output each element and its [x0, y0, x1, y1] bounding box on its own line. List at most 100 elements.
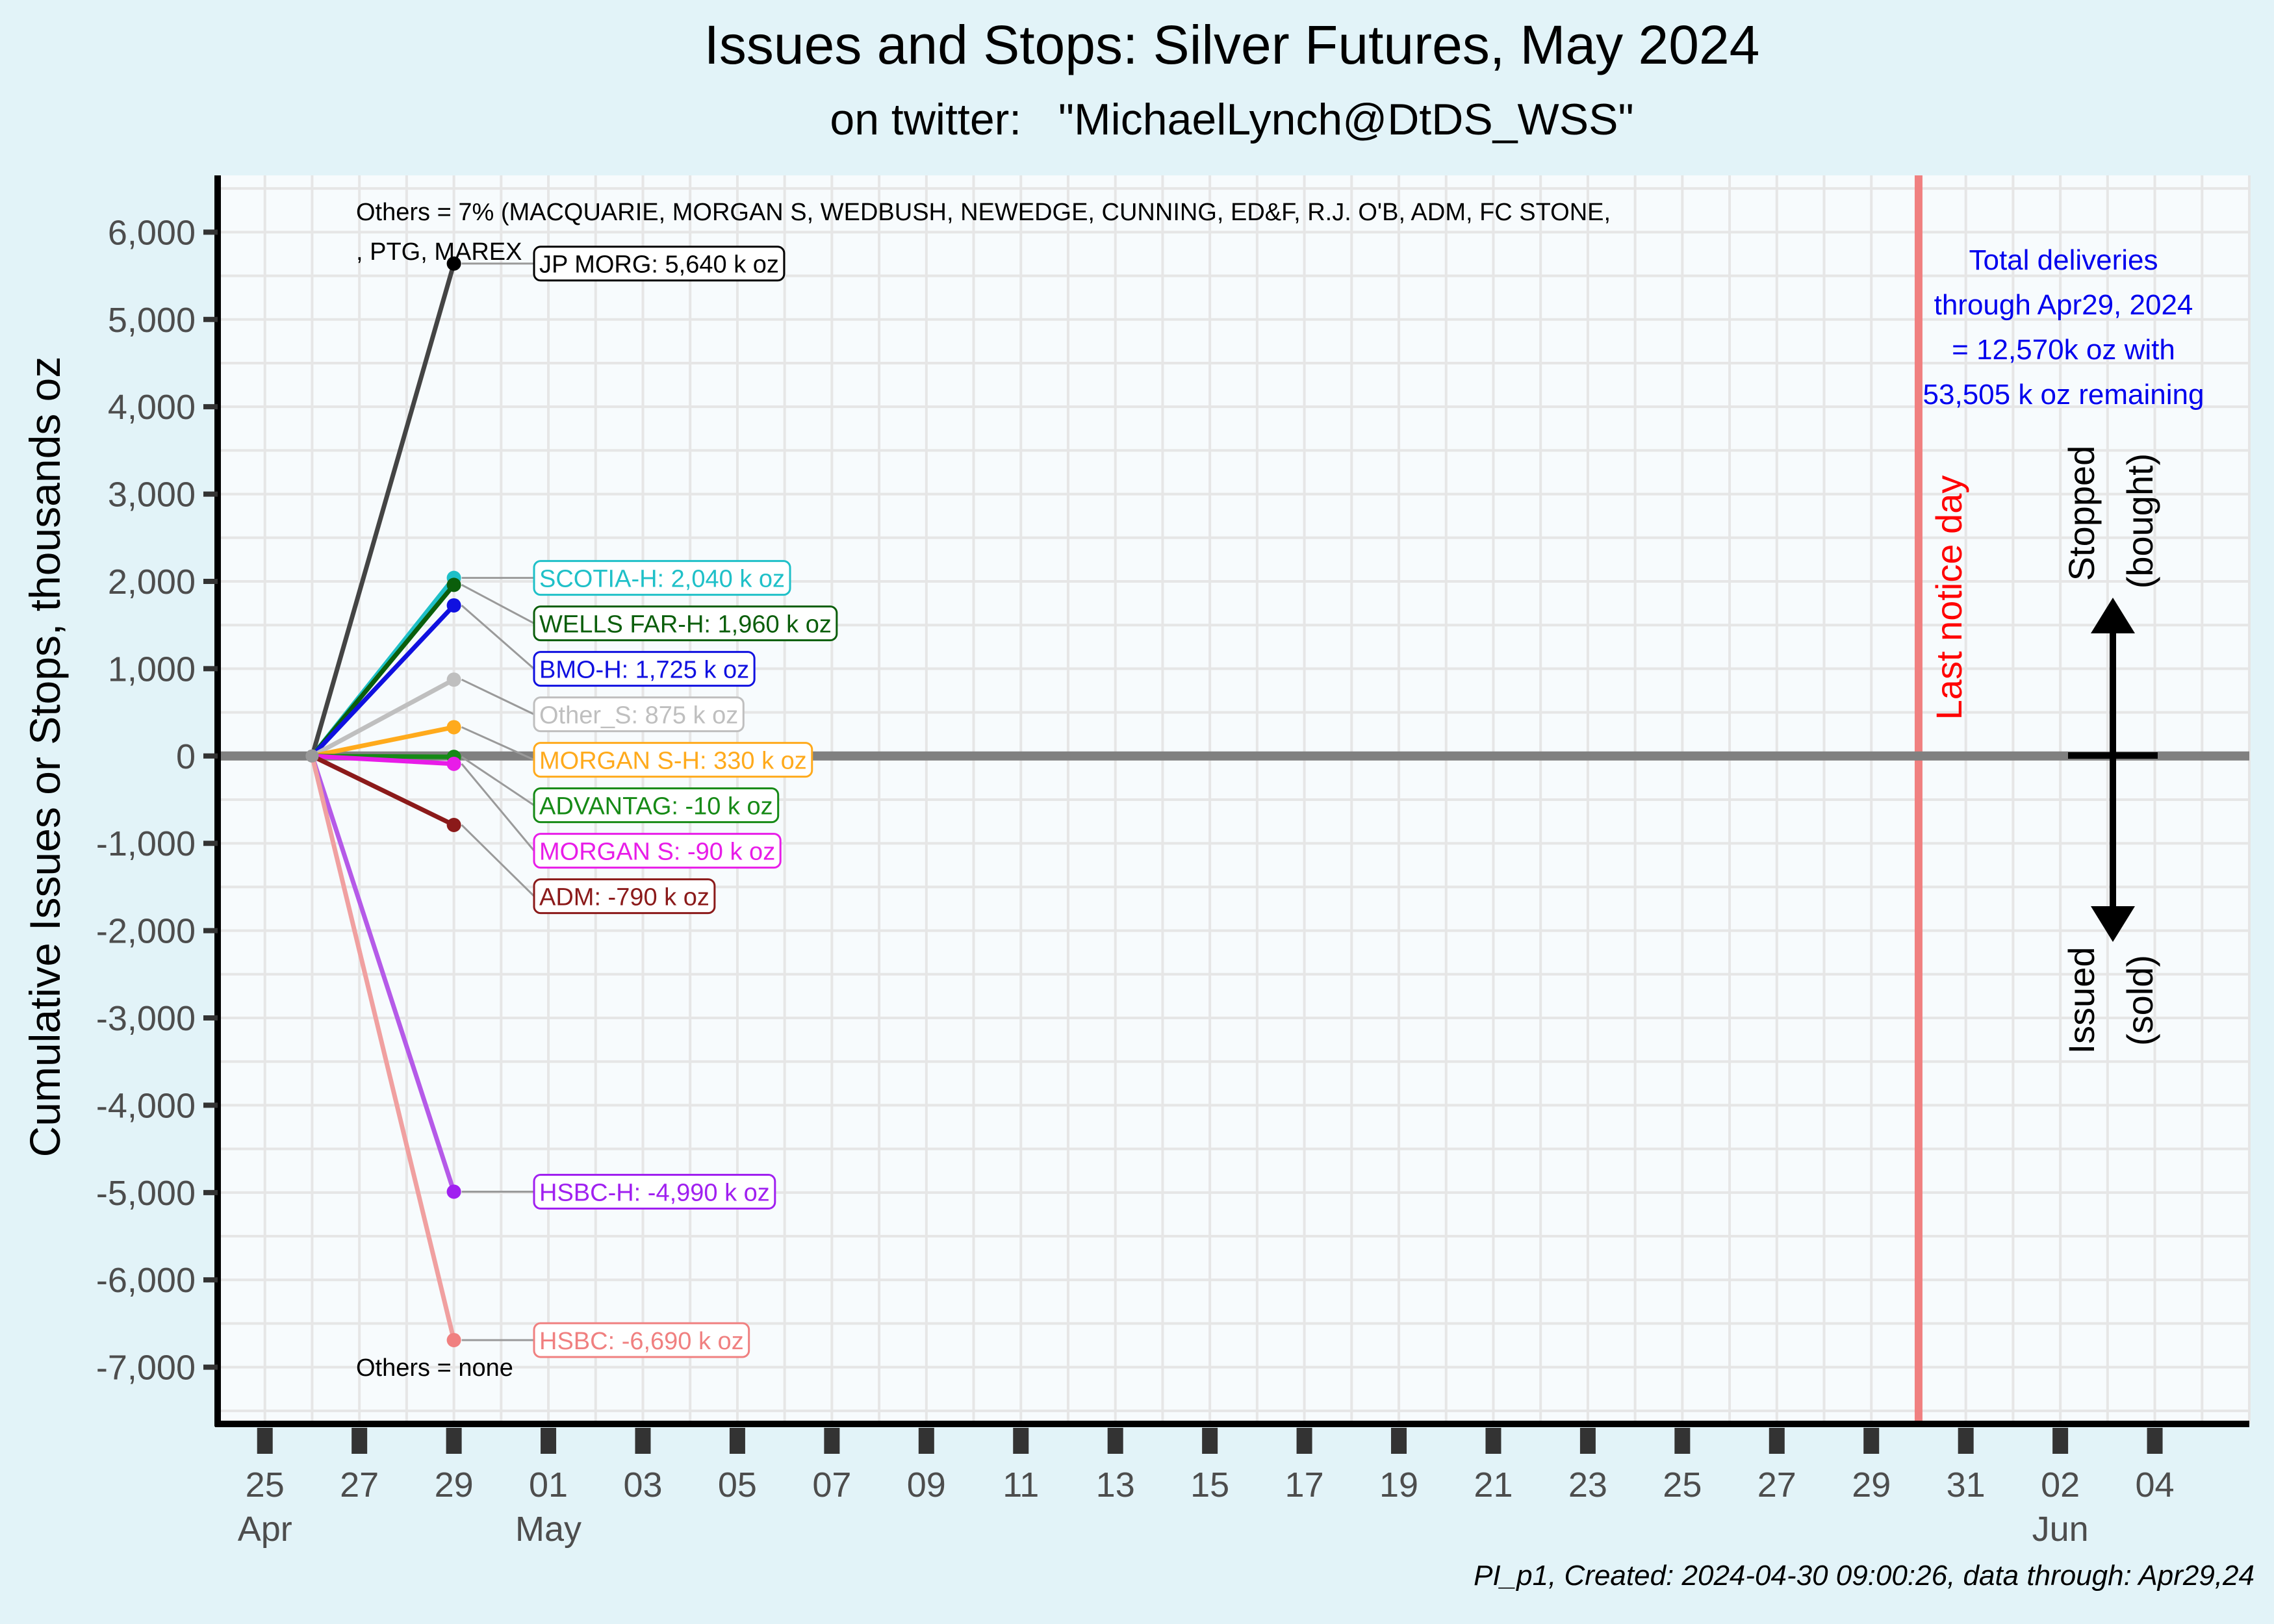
label-leader-line	[461, 755, 535, 806]
series-label-text: BMO-H: 1,725 k oz	[539, 657, 749, 684]
arrow-up-icon	[2091, 598, 2135, 633]
x-tick-mark	[1296, 1428, 1312, 1454]
series-line	[309, 754, 457, 1343]
series-end-point	[446, 256, 461, 271]
x-tick-mark	[1107, 1428, 1123, 1454]
x-tick-mark	[1863, 1428, 1880, 1454]
others-note-bottom: Others = none	[356, 1354, 513, 1382]
x-tick-label: 04	[2136, 1465, 2175, 1504]
series-label-box	[533, 605, 838, 642]
series-label-box	[533, 246, 786, 282]
total-deliveries-line: = 12,570k oz with	[1952, 334, 2175, 366]
series-line	[309, 724, 457, 759]
y-tick-label: 2,000	[108, 563, 196, 602]
x-tick-label: 23	[1568, 1465, 1607, 1504]
x-tick-mark	[635, 1428, 651, 1454]
series-label-text: HSBC-H: -4,990 k oz	[539, 1179, 770, 1206]
y-tick-label: -7,000	[96, 1349, 196, 1388]
series-label-box	[533, 1322, 750, 1358]
axes	[214, 175, 2249, 1427]
y-tick-label: 6,000	[108, 213, 196, 252]
x-tick-mark	[1202, 1428, 1218, 1454]
series-label: SCOTIA-H: 2,040 k oz	[533, 560, 791, 596]
x-ticks: 25 Apr 27 29 01 May 03 05 07 09 11 13 15 17 19 21 23 25 27…	[238, 1428, 2175, 1549]
series-end-point	[446, 720, 461, 735]
x-tick-mark	[918, 1428, 934, 1454]
x-tick-label: 02	[2041, 1465, 2080, 1504]
x-tick-label: 27	[340, 1465, 379, 1504]
series-label-text: MORGAN S-H: 330 k oz	[539, 748, 807, 775]
y-ticks: 6,000 5,000 4,000 3,000 2,000 1,000 0 -1,000 -2,…	[96, 213, 218, 1388]
series-label: JP MORG: 5,640 k oz	[533, 246, 786, 282]
series-line	[309, 677, 457, 759]
series-label: HSBC-H: -4,990 k oz	[533, 1173, 776, 1210]
series-label-text: ADM: -790 k oz	[539, 884, 709, 911]
bought-label: (bought)	[2119, 453, 2160, 589]
total-deliveries-line: Total deliveries	[1969, 244, 2158, 276]
x-tick-mark	[1958, 1428, 1974, 1454]
series-end-point	[446, 577, 461, 592]
x-tick-label: 11	[1003, 1465, 1039, 1504]
series-end-point	[446, 817, 461, 832]
y-tick-label: -5,000	[96, 1174, 196, 1213]
x-tick-label: 19	[1379, 1465, 1418, 1504]
series-line	[309, 582, 457, 759]
series-label-text: MORGAN S: -90 k oz	[539, 839, 775, 866]
x-tick-label: 29	[435, 1465, 474, 1504]
y-tick-label: -6,000	[96, 1261, 196, 1300]
x-tick-label: 07	[812, 1465, 851, 1504]
x-tick-mark	[1391, 1428, 1407, 1454]
y-axis-label: Cumulative Issues or Stops, thousands oz	[21, 357, 69, 1158]
series-label-box	[533, 651, 756, 687]
series-label-text: JP MORG: 5,640 k oz	[539, 251, 779, 279]
series-label-box	[533, 787, 780, 824]
series-label: BMO-H: 1,725 k oz	[533, 651, 756, 687]
x-tick-sublabel: Apr	[238, 1510, 292, 1549]
y-tick-label: -3,000	[96, 999, 196, 1038]
chart-title: Issues and Stops: Silver Futures, May 20…	[704, 14, 1760, 75]
series-line	[309, 754, 457, 1194]
label-leader-line	[461, 604, 535, 670]
series-label-text: ADVANTAG: -10 k oz	[539, 793, 773, 820]
last-notice-day-label: Last notice day	[1928, 476, 1969, 720]
y-tick-label: 3,000	[108, 476, 196, 514]
total-deliveries-note: Total deliveries through Apr29, 2024 = 1…	[1923, 244, 2204, 411]
series-label: ADVANTAG: -10 k oz	[533, 787, 780, 824]
y-tick-label: -4,000	[96, 1086, 196, 1125]
series-end-point	[446, 672, 461, 687]
x-tick-mark	[1769, 1428, 1785, 1454]
series-layer	[305, 256, 461, 1347]
series-end-point	[446, 598, 461, 613]
series-label-box	[533, 1173, 776, 1210]
label-leader-line	[461, 678, 535, 715]
series-label-box	[533, 833, 782, 869]
chart-subtitle: on twitter: "MichaelLynch@DtDS_WSS"	[830, 95, 1633, 144]
arrow-down-icon	[2091, 906, 2135, 942]
series-end-point	[446, 1184, 461, 1199]
label-leader-line	[461, 824, 535, 897]
y-tick-label: 0	[176, 737, 196, 776]
label-leader-line	[461, 726, 535, 761]
x-tick-label: 09	[907, 1465, 946, 1504]
series-label-box	[533, 878, 716, 915]
direction-legend: Stopped (bought) Issued (sold)	[2061, 446, 2160, 1054]
series-label-text: SCOTIA-H: 2,040 k oz	[539, 566, 785, 593]
x-tick-mark	[1013, 1428, 1029, 1454]
stopped-label: Stopped	[2061, 446, 2102, 581]
x-tick-mark	[1674, 1428, 1691, 1454]
x-tick-label: 25	[246, 1465, 285, 1504]
x-tick-label: 03	[623, 1465, 662, 1504]
x-tick-label: 27	[1757, 1465, 1796, 1504]
series-line	[309, 754, 457, 828]
sold-label: (sold)	[2119, 955, 2160, 1046]
total-deliveries-line: 53,505 k oz remaining	[1923, 379, 2204, 411]
x-tick-label: 21	[1474, 1465, 1513, 1504]
series-label: Other_S: 875 k oz	[533, 696, 745, 733]
issued-label: Issued	[2061, 947, 2102, 1054]
series-line	[309, 261, 457, 759]
series-end-point	[446, 1332, 461, 1347]
x-tick-label: 25	[1663, 1465, 1702, 1504]
grid	[216, 175, 2251, 1424]
series-line	[309, 603, 457, 759]
